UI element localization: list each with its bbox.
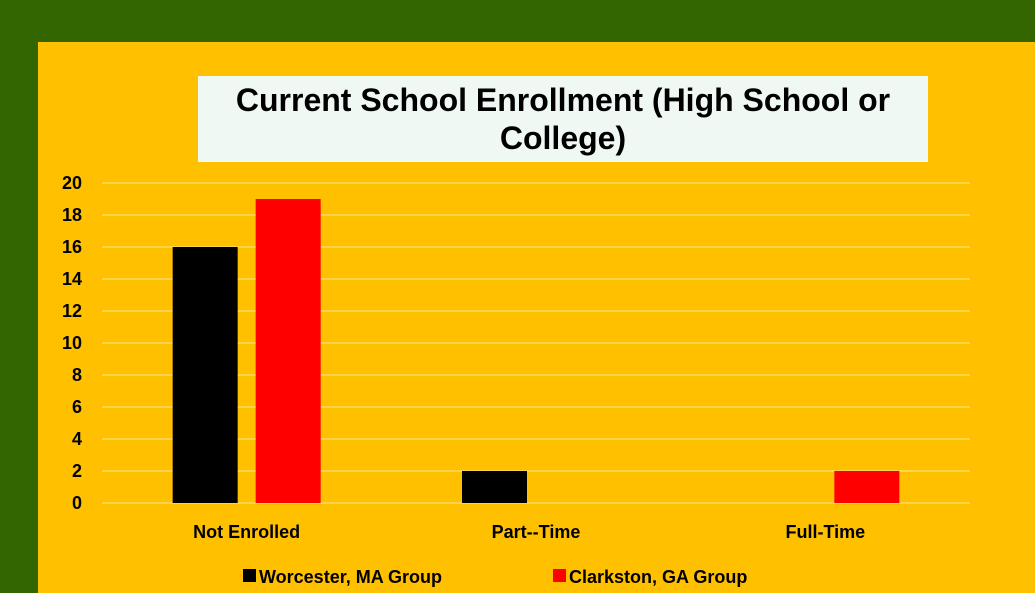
y-tick-label: 18	[62, 205, 82, 225]
bar	[834, 471, 900, 503]
legend-swatch	[243, 569, 256, 582]
legend-label: Clarkston, GA Group	[569, 567, 747, 587]
y-tick-label: 0	[72, 493, 82, 513]
y-tick-label: 6	[72, 397, 82, 417]
y-tick-label: 20	[62, 173, 82, 193]
y-tick-label: 2	[72, 461, 82, 481]
y-tick-label: 10	[62, 333, 82, 353]
y-tick-label: 16	[62, 237, 82, 257]
chart-title: Current School Enrollment (High School o…	[235, 82, 891, 156]
bar	[255, 199, 321, 503]
x-category-label: Full-Time	[785, 522, 865, 542]
legend-swatch	[553, 569, 566, 582]
x-category-label: Not Enrolled	[193, 522, 300, 542]
chart-title-box: Current School Enrollment (High School o…	[198, 76, 928, 162]
x-category-label: Part--Time	[492, 522, 581, 542]
legend-label: Worcester, MA Group	[259, 567, 442, 587]
y-tick-label: 8	[72, 365, 82, 385]
bar	[172, 247, 238, 503]
bar	[462, 471, 527, 503]
y-tick-label: 12	[62, 301, 82, 321]
y-tick-label: 14	[62, 269, 82, 289]
y-tick-label: 4	[72, 429, 82, 449]
